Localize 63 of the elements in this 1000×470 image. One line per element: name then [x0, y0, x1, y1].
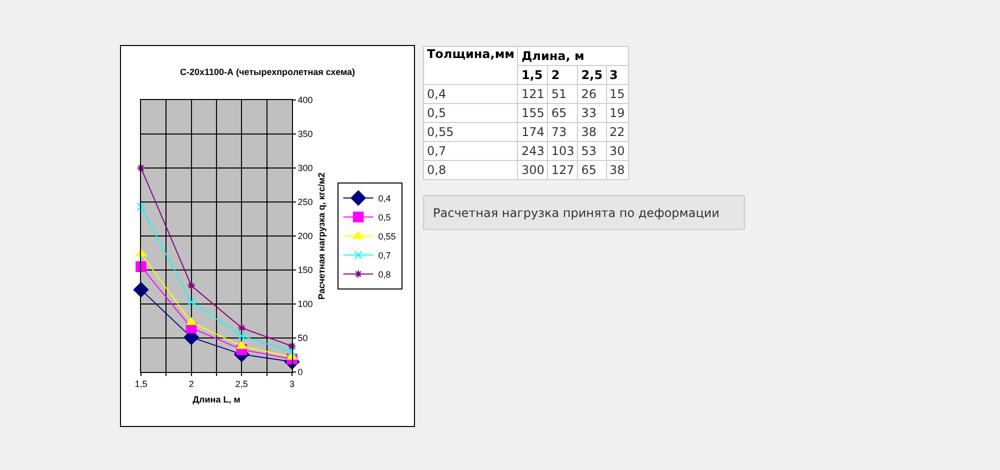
- data-label: 65: [548, 104, 578, 122]
- y-tick-label: 100: [298, 299, 313, 310]
- y-tick-label: 0,4: [424, 84, 518, 104]
- point: [133, 282, 149, 298]
- data-label: 22: [606, 122, 628, 142]
- x-tick-label: 3: [606, 66, 628, 84]
- y-tick-label: 400: [298, 95, 313, 106]
- data-label: 73: [548, 122, 578, 142]
- point: [288, 342, 296, 350]
- point: [237, 332, 246, 340]
- legend-label: 0,55: [378, 232, 396, 242]
- data-label: 53: [578, 142, 606, 160]
- point: [187, 281, 196, 290]
- point: [136, 261, 146, 272]
- point: [187, 298, 196, 306]
- data-label: 38: [606, 160, 628, 180]
- legend-label: 0,7: [378, 250, 391, 261]
- x-tick-label: 2,5: [235, 378, 248, 389]
- text: Расчетная нагрузка принята по деформации: [423, 195, 745, 230]
- data-label: 19: [606, 104, 628, 122]
- chart-title: С-20x1100-А (четырехпролетная схема): [180, 67, 356, 78]
- x-tick-label: 2,5: [578, 66, 606, 84]
- data-label: 15: [606, 84, 628, 104]
- x-axis-title: Длина L, м: [192, 394, 241, 405]
- x-axis-title: Длина, м: [518, 46, 628, 66]
- x-tick-label: 1,5: [134, 378, 148, 389]
- y-tick-label: 250: [298, 197, 313, 208]
- data-label: 243: [518, 142, 548, 160]
- y-tick-label: 0: [298, 367, 303, 378]
- data-label: 33: [578, 104, 606, 122]
- y-tick-label: 0,8: [424, 160, 518, 180]
- point: [288, 347, 296, 356]
- data-label: 51: [548, 84, 578, 104]
- legend-label: 0,8: [378, 270, 391, 280]
- point: [136, 202, 146, 211]
- y-tick-label: 0,7: [424, 142, 518, 160]
- data-label: 38: [578, 122, 606, 142]
- data-label: 300: [518, 160, 548, 180]
- data-label: 174: [518, 122, 548, 142]
- y-axis-title: Расчетная нагрузка q, кгс/м2: [316, 172, 327, 300]
- x-tick-label: 2: [548, 66, 578, 84]
- y-tick-label: 150: [298, 265, 313, 276]
- y-tick-label: 350: [298, 129, 313, 140]
- y-tick-label: 0,55: [424, 122, 518, 142]
- x-tick-label: 2: [188, 378, 194, 389]
- data-label: 65: [578, 160, 606, 180]
- y-tick-label: 200: [298, 231, 313, 242]
- y-tick-label: 0,5: [424, 104, 518, 122]
- data-label: 26: [578, 84, 606, 104]
- point: [136, 164, 146, 172]
- legend-label: 0,4: [378, 194, 391, 204]
- legend-label: 0,5: [378, 212, 391, 223]
- data-label: 127: [548, 160, 578, 180]
- y-axis-title: Толщина,мм: [424, 46, 518, 84]
- point: [237, 324, 246, 332]
- y-tick-label: 50: [298, 333, 308, 344]
- y-tick-label: 300: [298, 163, 313, 174]
- x-tick-label: 1,5: [518, 66, 548, 84]
- data-label: 103: [548, 142, 578, 160]
- data-label: 155: [518, 104, 548, 122]
- data-label: 121: [518, 84, 548, 104]
- data-label: 30: [606, 142, 628, 160]
- x-tick-label: 3: [289, 378, 295, 389]
